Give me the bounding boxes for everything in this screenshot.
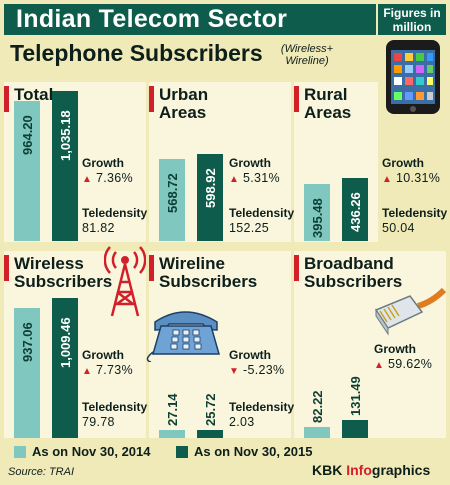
teledensity-label: Teledensity	[382, 206, 448, 220]
bar-2014	[159, 159, 185, 241]
chart-panel	[294, 251, 446, 438]
teledensity-label: Teledensity	[229, 206, 295, 220]
smartphone-icon	[386, 40, 440, 114]
value-label: 964.20	[20, 115, 35, 155]
units-note: Figures in million	[378, 4, 446, 35]
growth-up-icon: ▲	[82, 174, 93, 185]
bar-2015	[342, 420, 368, 438]
growth-value: ▲ 5.31%	[229, 171, 280, 185]
bar-2015	[52, 91, 78, 241]
growth-label: Growth	[374, 342, 416, 356]
chart-title: Urban Areas	[159, 85, 209, 122]
value-label: 395.48	[310, 198, 325, 238]
growth-up-icon: ▲	[82, 366, 93, 377]
growth-label: Growth	[82, 348, 124, 362]
teledensity-label: Teledensity	[229, 400, 295, 414]
value-label: 436.26	[348, 192, 363, 232]
growth-percent: 59.62%	[387, 357, 433, 371]
teledensity-value: 79.78	[82, 415, 115, 429]
growth-value: ▲ 7.73%	[82, 363, 133, 377]
chart-title: Broadband Subscribers	[304, 254, 403, 291]
growth-percent: 7.73%	[95, 363, 133, 377]
teledensity-value: 50.04	[382, 221, 415, 235]
chart-title: Wireline Subscribers	[159, 254, 258, 291]
growth-percent: 5.31%	[242, 171, 280, 185]
growth-label: Growth	[382, 156, 424, 170]
value-label: 1,035.18	[58, 110, 73, 161]
bar-2015	[342, 178, 368, 241]
value-label: 568.72	[165, 173, 180, 213]
credit: KBK Infographics	[312, 462, 430, 478]
telephone-icon	[146, 311, 220, 362]
legend-label-2014: As on Nov 30, 2014	[32, 444, 151, 459]
value-label: 82.22	[310, 390, 325, 423]
value-label: 937.06	[20, 322, 35, 362]
antenna-tower-icon	[104, 246, 146, 317]
teledensity-value: 152.25	[229, 221, 270, 235]
growth-up-icon: ▲	[374, 360, 385, 371]
value-label: 131.49	[348, 376, 363, 416]
credit-suffix: graphics	[371, 462, 431, 478]
bar-2014	[14, 308, 40, 438]
growth-up-icon: ▲	[229, 174, 240, 185]
bar-2014	[304, 184, 330, 241]
credit-highlight: Info	[346, 462, 372, 478]
growth-down-icon: ▼	[229, 366, 240, 377]
bar-2014	[159, 430, 185, 438]
teledensity-value: 2.03	[229, 415, 255, 429]
subtitle: Telephone Subscribers	[10, 40, 263, 66]
growth-value: ▼ -5.23%	[229, 363, 284, 377]
value-label: 598.92	[203, 168, 218, 208]
value-label: 1,009.46	[58, 317, 73, 368]
growth-value: ▲ 7.36%	[82, 171, 133, 185]
page-title: Indian Telecom Sector	[4, 4, 376, 35]
bar-2015	[52, 298, 78, 438]
legend-swatch-2015	[176, 446, 188, 458]
legend-swatch-2014	[14, 446, 26, 458]
growth-label: Growth	[82, 156, 124, 170]
bar-2015	[197, 430, 223, 438]
heading-marker	[4, 255, 9, 281]
teledensity-label: Teledensity	[82, 206, 148, 220]
chart-title: Total	[14, 85, 54, 104]
growth-label: Growth	[229, 348, 271, 362]
value-label: 25.72	[203, 393, 218, 426]
bar-2014	[304, 427, 330, 438]
growth-percent: 10.31%	[395, 171, 441, 185]
credit-prefix: KBK	[312, 462, 347, 478]
teledensity-value: 81.82	[82, 221, 115, 235]
chart-title: Rural Areas	[304, 85, 352, 122]
growth-label: Growth	[229, 156, 271, 170]
value-label: 27.14	[165, 393, 180, 426]
heading-marker	[294, 86, 299, 112]
chart-title: Wireless Subscribers	[14, 254, 113, 291]
bar-2014	[14, 101, 40, 241]
growth-up-icon: ▲	[382, 174, 393, 185]
growth-percent: -5.23%	[242, 363, 285, 377]
heading-marker	[149, 86, 154, 112]
heading-marker	[149, 255, 154, 281]
legend-label-2015: As on Nov 30, 2015	[194, 444, 313, 459]
ethernet-plug-icon	[374, 287, 446, 336]
heading-marker	[4, 86, 9, 112]
subtitle-note: (Wireless+ Wireline)	[280, 43, 334, 67]
bar-2015	[197, 154, 223, 241]
growth-percent: 7.36%	[95, 171, 133, 185]
growth-value: ▲ 10.31%	[382, 171, 440, 185]
heading-marker	[294, 255, 299, 281]
growth-value: ▲ 59.62%	[374, 357, 432, 371]
source-note: Source: TRAI	[8, 466, 75, 478]
teledensity-label: Teledensity	[82, 400, 148, 414]
